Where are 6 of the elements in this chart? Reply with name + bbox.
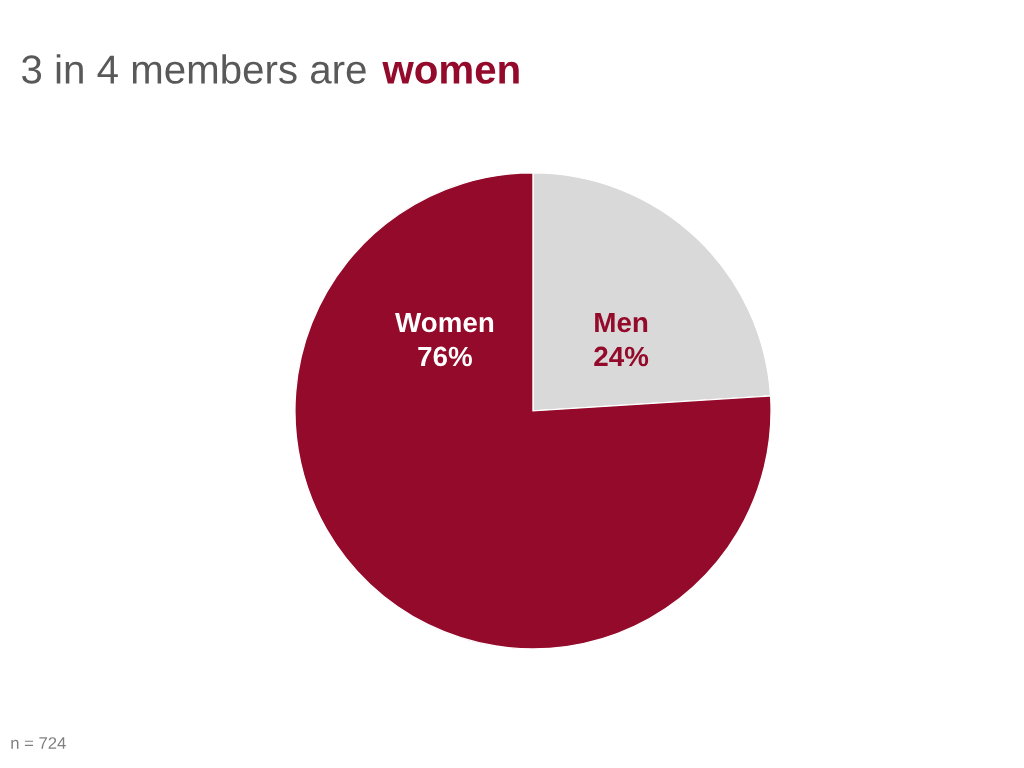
data-label: 76% xyxy=(418,346,472,367)
text: n = 724 xyxy=(11,737,66,749)
slice-label: Men xyxy=(595,312,648,333)
slice-label: Women xyxy=(395,312,494,333)
data-label: 24% xyxy=(594,346,649,367)
chart-title: 3 in 4 members are women xyxy=(22,54,519,84)
